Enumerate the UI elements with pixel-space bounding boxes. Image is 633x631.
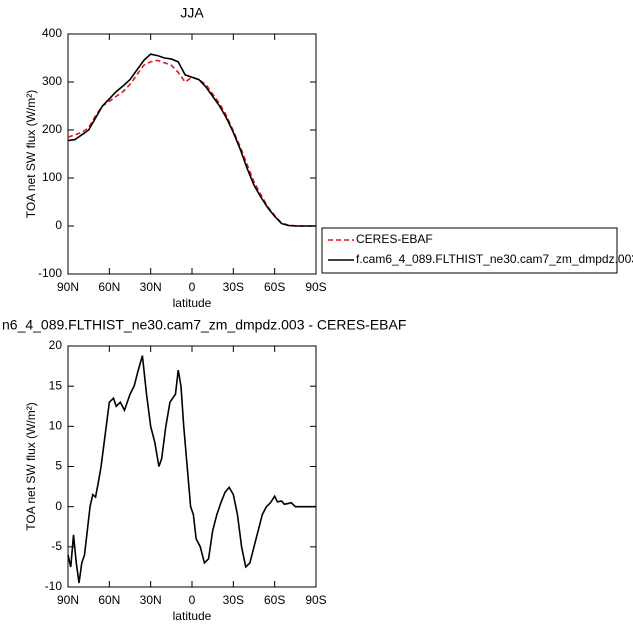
legend-box — [321, 227, 618, 274]
x-axis-label: latitude — [173, 296, 212, 310]
x-tick-label: 90N — [57, 280, 79, 294]
plot-frame — [67, 345, 317, 588]
x-tick-label: 60S — [264, 593, 285, 607]
x-tick-label: 90N — [57, 593, 79, 607]
y-axis-label: TOA net SW flux (W/m²) — [24, 402, 38, 530]
x-tick-label: 30N — [140, 280, 162, 294]
line-series — [67, 355, 316, 584]
plot-frame — [67, 33, 317, 275]
legend-label: f.cam6_4_089.FLTHIST_ne30.cam7_zm_dmpdz.… — [356, 252, 633, 266]
x-tick-label: 60S — [264, 280, 285, 294]
y-tick-label: -5 — [51, 539, 62, 553]
chart-title: n6_4_089.FLTHIST_ne30.cam7_zm_dmpdz.003 … — [2, 317, 406, 333]
y-tick-label: 0 — [55, 218, 62, 232]
y-tick-label: 300 — [42, 74, 62, 88]
y-tick-label: 10 — [49, 419, 63, 433]
legend-label: CERES-EBAF — [356, 232, 433, 246]
y-tick-label: 15 — [49, 378, 63, 392]
chart-title: JJA — [180, 5, 204, 21]
line-series — [67, 59, 316, 227]
y-tick-label: 0 — [55, 499, 62, 513]
x-axis-label: latitude — [173, 609, 212, 623]
y-tick-label: 200 — [42, 122, 62, 136]
y-tick-label: -100 — [38, 266, 62, 280]
line-series — [67, 53, 316, 227]
y-tick-label: -10 — [45, 579, 63, 593]
y-tick-label: 100 — [42, 170, 62, 184]
x-tick-label: 0 — [189, 593, 196, 607]
x-tick-label: 90S — [305, 280, 326, 294]
x-tick-label: 60N — [98, 280, 120, 294]
x-tick-label: 0 — [189, 280, 196, 294]
y-tick-label: 5 — [55, 459, 62, 473]
x-tick-label: 90S — [305, 593, 326, 607]
x-tick-label: 30N — [140, 593, 162, 607]
legend: CERES-EBAF f.cam6_4_089.FLTHIST_ne30.cam7… — [321, 227, 633, 274]
x-tick-label: 30S — [223, 280, 244, 294]
y-axis-label: TOA net SW flux (W/m²) — [24, 90, 38, 218]
y-tick-label: 400 — [42, 26, 62, 40]
y-tick-label: 20 — [49, 338, 63, 352]
x-tick-label: 30S — [223, 593, 244, 607]
x-tick-label: 60N — [98, 593, 120, 607]
